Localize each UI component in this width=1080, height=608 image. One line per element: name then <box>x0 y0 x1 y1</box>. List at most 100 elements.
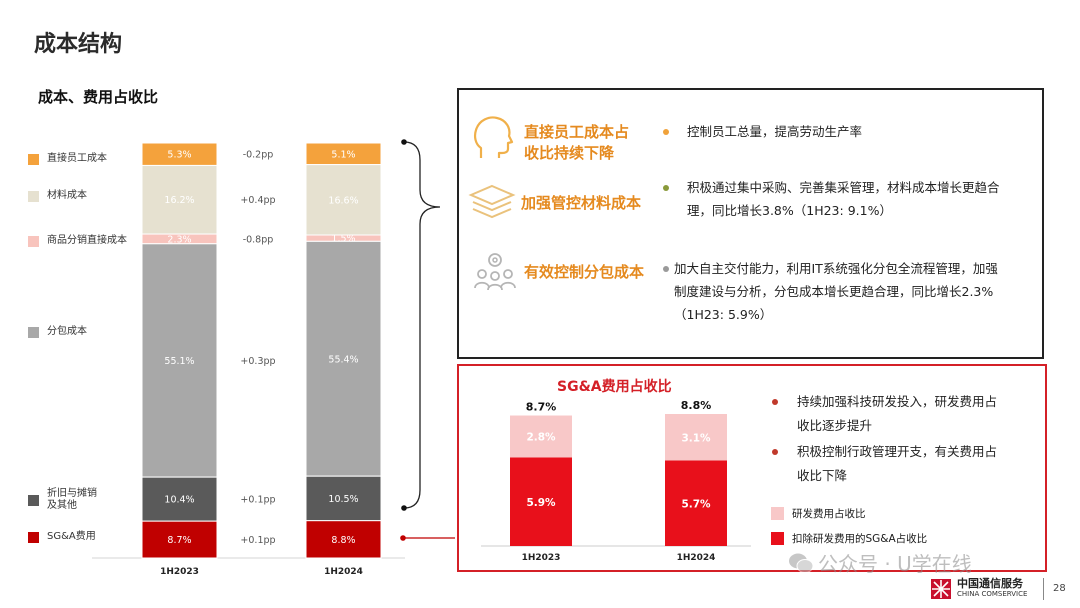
brace-dot-bottom <box>401 505 407 511</box>
legend-item-distribution: 商品分销直接成本 <box>28 235 127 247</box>
bar-segment <box>305 240 382 477</box>
change-label: +0.4pp <box>240 195 275 206</box>
wechat-icon <box>789 553 814 573</box>
legend-swatch <box>771 532 784 545</box>
brace-icon <box>403 141 441 509</box>
initiative-bullet-subcontract: 加大自主交付能力，利用IT系统强化分包全流程管理，加强 制度建设与分析，分包成本… <box>674 261 998 322</box>
legend-swatch <box>28 326 39 338</box>
sga-connector-dot <box>400 535 406 541</box>
bar-data-label: 55.1% <box>164 356 194 367</box>
bar-total-label: 8.7% <box>526 401 557 414</box>
x-tick-label: 1H2024 <box>677 553 716 563</box>
bar-data-label: 2.8% <box>526 432 556 444</box>
sga-bullet-rd: 持续加强科技研发投入，研发费用占 收比逐步提升 <box>797 394 998 433</box>
legend-label: 商品分销直接成本 <box>47 235 127 246</box>
initiative-title-material: 加强管控材料成本 <box>521 194 642 212</box>
initiative-title-subcontract: 有效控制分包成本 <box>524 263 645 281</box>
page-number: 28 <box>1053 583 1066 594</box>
bar-data-label: 5.7% <box>681 498 711 510</box>
legend-label: 直接员工成本 <box>47 153 107 164</box>
legend-item-sga: SG&A费用 <box>28 531 96 543</box>
legend-item-direct-staff: 直接员工成本 <box>28 153 107 165</box>
company-logo: 中国通信服务 CHINA COMSERVICE <box>930 578 1027 600</box>
change-label: +0.1pp <box>240 495 275 506</box>
cost-structure-chart: 5.3% -0.2pp 16.2% +0.4pp 2.3% -0.8pp 55.1% +0.3… <box>92 139 455 577</box>
bar-total-label: 8.8% <box>681 399 712 412</box>
legend-swatch <box>28 531 39 543</box>
bar-segment <box>141 476 218 522</box>
sga-bullet-admin: 积极控制行政管理开支，有关费用占 收比下降 <box>797 444 998 483</box>
legend-label: 折旧与摊销 及其他 <box>47 488 97 511</box>
team-gear-icon <box>474 253 516 291</box>
bar-data-label: 3.1% <box>681 432 711 444</box>
change-label: +0.3pp <box>240 356 275 367</box>
initiative-bullet-material: 积极通过集中采购、完善集采管理，材料成本增长更趋合 理，同比增长3.8%（1H2… <box>687 180 1000 218</box>
initiative-bullet-staff: 控制员工总量，提高劳动生产率 <box>687 124 863 139</box>
bar-data-label: 2.3% <box>167 234 191 245</box>
change-label: -0.8pp <box>243 234 274 245</box>
watermark: 公众号 · U学在线 <box>788 548 972 577</box>
legend-label: 材料成本 <box>47 190 87 201</box>
bar-segment <box>141 520 218 559</box>
legend-label: 研发费用占收比 <box>792 508 866 520</box>
legend-label: 扣除研发费用的SG&A占收比 <box>792 533 928 545</box>
bar-segment <box>305 475 382 522</box>
logo-text-cn: 中国通信服务 <box>957 577 1023 590</box>
change-label: +0.1pp <box>240 535 275 546</box>
bar-segment <box>141 243 218 478</box>
x-tick-label: 1H2023 <box>160 567 199 577</box>
bar-segment <box>305 520 382 559</box>
chart-title: 成本、费用占收比 <box>38 88 159 106</box>
bar-data-label: 8.8% <box>331 535 355 546</box>
x-tick-label: 1H2024 <box>324 567 363 577</box>
bullet-dot <box>772 399 778 405</box>
legend-label: SG&A费用 <box>47 531 96 542</box>
cost-control-panel: 直接员工成本占 收比持续下降 加强管控材料成本 有效控制分包成本 控制员工总量，… <box>457 88 1044 359</box>
legend-swatch <box>771 507 784 520</box>
bar-data-label: 1.5% <box>331 234 355 245</box>
legend-swatch <box>28 235 39 247</box>
bar-segment <box>305 164 382 236</box>
legend-item-material: 材料成本 <box>28 190 87 202</box>
bullet-dot <box>663 266 669 272</box>
bar-segment <box>510 415 572 458</box>
bullet-dot <box>772 449 778 455</box>
legend-item-subcontract: 分包成本 <box>28 326 87 338</box>
bar-data-label: 16.2% <box>164 195 194 206</box>
bar-segment <box>665 460 727 546</box>
sga-chart-title: SG&A费用占收比 <box>557 379 672 395</box>
bar-data-label: 55.4% <box>328 354 358 365</box>
change-label: -0.2pp <box>243 150 274 161</box>
layers-icon <box>468 184 516 219</box>
bar-data-label: 10.4% <box>164 495 194 506</box>
bar-segment <box>665 414 727 461</box>
page-title: 成本结构 <box>34 32 123 57</box>
head-icon <box>473 116 514 158</box>
bullet-dot <box>663 129 669 135</box>
legend-swatch <box>28 190 39 202</box>
bar-data-label: 5.9% <box>526 497 556 509</box>
company-logo-icon <box>931 579 951 599</box>
legend-label: 分包成本 <box>47 326 87 337</box>
bar-data-label: 8.7% <box>167 535 191 546</box>
page-divider <box>1043 578 1044 600</box>
x-tick-label: 1H2023 <box>522 553 561 563</box>
legend-swatch <box>28 494 39 506</box>
sga-panel: SG&A费用占收比 5.9% 2.8% 8.7% 1H2023 5.7% 3.1% 8.8%… <box>457 364 1047 572</box>
bar-data-label: 16.6% <box>328 195 358 206</box>
watermark-text: 公众号 · U学在线 <box>818 552 972 576</box>
initiative-title-staff: 直接员工成本占 收比持续下降 <box>524 123 630 162</box>
legend-item-depreciation: 折旧与摊销 及其他 <box>28 488 97 512</box>
bar-segment <box>141 164 218 235</box>
legend-swatch <box>28 153 39 165</box>
bullet-dot <box>663 185 669 191</box>
bar-data-label: 5.1% <box>331 149 355 160</box>
bar-segment <box>510 457 572 546</box>
logo-text-en: CHINA COMSERVICE <box>957 590 1028 598</box>
sga-legend-excl: 扣除研发费用的SG&A占收比 <box>771 531 927 546</box>
bar-data-label: 10.5% <box>328 494 358 505</box>
bar-data-label: 5.3% <box>167 150 191 161</box>
sga-chart: 5.9% 2.8% 8.7% 1H2023 5.7% 3.1% 8.8% 1H2024 <box>481 399 751 563</box>
brace-dot-top <box>401 139 407 145</box>
sga-legend-rd: 研发费用占收比 <box>771 506 866 521</box>
